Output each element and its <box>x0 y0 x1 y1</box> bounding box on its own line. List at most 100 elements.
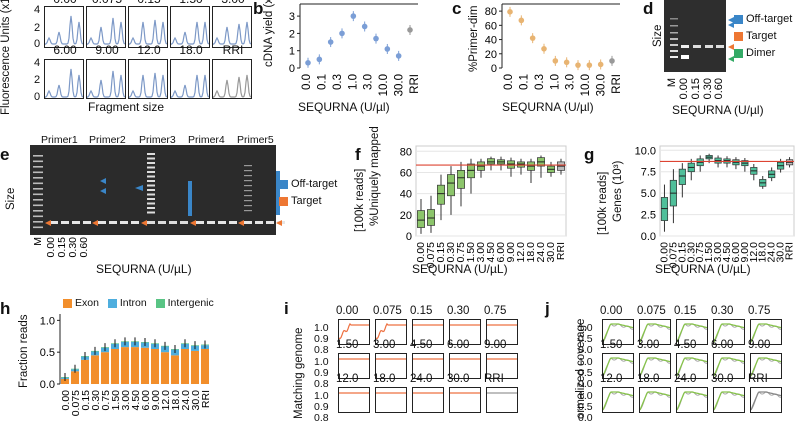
subplot <box>375 387 407 413</box>
y-tick-label: 0.5 <box>578 367 593 379</box>
x-tick-label: 0.00 <box>658 242 670 263</box>
data-point <box>384 46 391 52</box>
electropherogram <box>212 6 252 48</box>
trace-plot <box>45 15 83 45</box>
x-tick-label: 6.00 <box>730 242 742 263</box>
panel-e-xticks: M 0.00 0.15 0.30 0.60 <box>32 237 90 258</box>
target-band <box>131 221 139 224</box>
smear-band <box>147 157 155 160</box>
x-tick-label: 4.50 <box>721 242 733 263</box>
ladder-band <box>33 182 43 185</box>
panel-a-title: 0.075 <box>82 0 132 6</box>
subplot-chart <box>339 392 369 394</box>
bar-segment <box>131 347 139 384</box>
data-point <box>373 35 379 42</box>
x-tick-label: 30.0 <box>545 242 557 263</box>
panel-g-label: g <box>584 145 595 164</box>
subplot-chart <box>413 324 443 326</box>
subplot <box>602 387 634 413</box>
ladder-band <box>33 188 43 190</box>
y-tick-label: 0.0 <box>578 412 593 424</box>
y-tick-label: 40 <box>485 35 497 47</box>
x-tick-label: 6.00 <box>495 242 507 263</box>
target-band <box>255 221 263 224</box>
trace-plot <box>171 74 209 98</box>
panel-a-ytick: 0 <box>34 91 41 103</box>
subplot <box>750 387 782 413</box>
y-tick-label: 1 <box>289 46 295 58</box>
subplot-title: RRI <box>748 373 768 385</box>
x-tick-label: 0.0 <box>503 74 515 90</box>
d-xtick: 0.30 <box>702 78 714 99</box>
x-tick-label: 9.00 <box>505 242 517 263</box>
electropherogram <box>212 59 252 99</box>
coverage-trace <box>640 323 670 343</box>
smear-band <box>244 165 252 167</box>
subplot-title: 24.0 <box>410 373 433 385</box>
subplot-title: 1.50 <box>336 339 359 351</box>
d-xtick: 0.00 <box>678 78 690 99</box>
smear-band <box>147 198 155 200</box>
legend-swatch <box>279 196 288 206</box>
trace-line <box>129 19 167 45</box>
electropherogram <box>86 6 126 48</box>
panel-e-gel <box>30 145 285 235</box>
panel-g-ylabel-2: Genes (10³) <box>612 160 624 222</box>
ladder-band <box>33 177 43 179</box>
x-tick-label: 24.0 <box>180 390 192 411</box>
electropherogram <box>44 6 84 48</box>
primer-label: Primer1 <box>41 134 78 146</box>
bar-segment <box>191 350 199 384</box>
ladder-band <box>33 193 43 196</box>
y-tick-label: 1.0 <box>578 322 593 334</box>
subplot <box>750 319 782 345</box>
subplot <box>486 319 518 345</box>
x-tick-label: 0.00 <box>415 242 427 263</box>
x-tick-label: 0.15 <box>56 237 68 258</box>
x-tick-label: RRI <box>784 242 796 260</box>
x-tick-label: 0.075 <box>70 390 82 416</box>
x-tick-label: 10.0 <box>378 74 390 96</box>
off-target-arrow <box>100 178 106 184</box>
subplot <box>338 319 370 345</box>
subplot-chart <box>640 357 670 377</box>
subplot-chart <box>714 357 744 377</box>
smear-band <box>244 195 252 197</box>
x-tick-label: RRI <box>555 242 567 260</box>
legend-swatch <box>734 14 743 24</box>
data-point <box>575 62 581 68</box>
subplot <box>449 353 481 379</box>
ladder-band <box>33 215 43 218</box>
panel-a-title: 18.0 <box>179 43 203 57</box>
subplot <box>676 319 708 345</box>
subplot-chart <box>487 392 517 394</box>
gel-band <box>681 45 689 48</box>
y-tick-label: 3 <box>289 11 295 23</box>
subplot <box>713 353 745 379</box>
trace-line <box>339 322 369 340</box>
y-tick-label: 60 <box>485 20 497 32</box>
subplot <box>375 353 407 379</box>
coverage-trace <box>714 391 744 411</box>
x-tick-label: RRI <box>611 74 623 94</box>
bar-segment <box>181 349 189 384</box>
x-tick-label: 6.00 <box>140 390 152 411</box>
x-tick-label: 0.1 <box>316 74 328 90</box>
x-tick-label: RRI <box>200 390 212 408</box>
panel-a-title: 1.50 <box>166 0 216 6</box>
off-target-arrow <box>135 185 143 191</box>
bar-segment <box>101 352 109 384</box>
x-tick-label: 1.0 <box>347 74 359 90</box>
smear-band <box>147 153 155 155</box>
x-tick-label: 3.0 <box>363 74 375 90</box>
coverage-trace <box>677 323 707 343</box>
d-xtick: 0.15 <box>690 78 702 99</box>
primer-label: Primer2 <box>89 134 126 146</box>
target-arrow <box>190 220 196 226</box>
subplot <box>449 387 481 413</box>
panel-d-label: d <box>643 0 654 18</box>
data-point <box>518 17 525 24</box>
panel-d-ylabel: Size <box>652 24 664 47</box>
data-point <box>350 13 357 19</box>
